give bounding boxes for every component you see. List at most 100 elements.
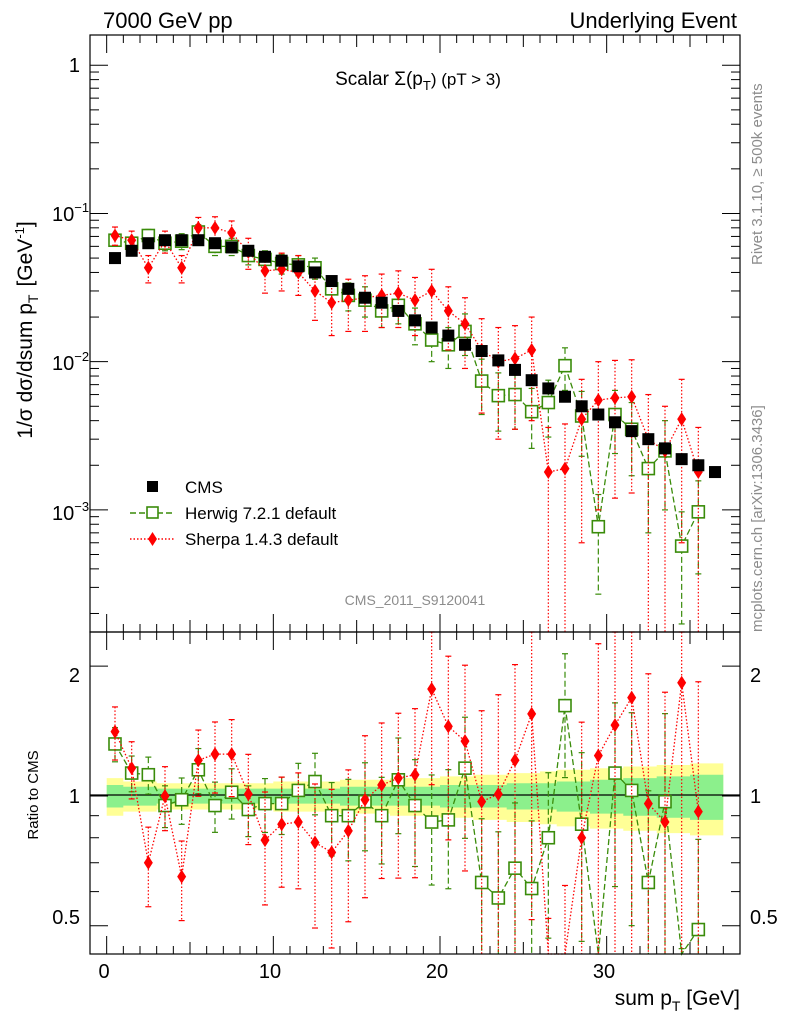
herwig-point (541, 395, 556, 410)
herwig-point (674, 539, 689, 553)
cms-point (109, 252, 121, 265)
sherpa-point (627, 389, 637, 404)
herwig-point (558, 358, 572, 373)
sherpa-point (427, 283, 437, 298)
ytick-label-0.1: 10−1 (52, 200, 89, 226)
cms-point (192, 234, 205, 247)
sherpa-ratio-point (610, 718, 620, 733)
cms-point (275, 254, 288, 267)
sherpa-point (593, 393, 603, 408)
cms-point (325, 275, 338, 288)
herwig-ratio-point (408, 798, 422, 813)
ytick-label-0.01: 10−2 (52, 349, 89, 375)
sherpa-ratio-point (660, 815, 670, 830)
sherpa-ratio-point (110, 724, 120, 739)
sherpa-ratio-point (393, 771, 403, 786)
xtick-label-20: 20 (426, 961, 448, 983)
legend-cms-label: CMS (185, 478, 223, 497)
sherpa-point (543, 465, 553, 480)
sherpa-point (610, 390, 620, 405)
sherpa-ratio-point (227, 747, 237, 762)
x-axis-label: sum pT [GeV] (615, 987, 740, 1014)
sherpa-ratio-point (477, 794, 487, 809)
sherpa-ratio-point (260, 833, 270, 848)
cms-point (542, 382, 555, 395)
cms-point (292, 260, 305, 273)
sherpa-point (460, 316, 470, 331)
main-axis-ticks (90, 35, 740, 632)
sherpa-line (114, 227, 699, 473)
cms-point (709, 466, 721, 479)
herwig-point (591, 519, 606, 534)
sherpa-ratio-point (493, 787, 503, 802)
sherpa-point (410, 293, 420, 308)
analysis-watermark: CMS_2011_S9120041 (345, 592, 486, 608)
sherpa-ratio-point (460, 734, 470, 749)
cms-point (125, 244, 138, 257)
sherpa-ratio-point (243, 787, 253, 802)
legend-herwig-label: Herwig 7.2.1 default (185, 504, 336, 523)
ratio-axis-ticks (90, 632, 740, 954)
cms-point (259, 250, 271, 263)
cms-point (375, 296, 388, 309)
sherpa-ratio-point (193, 753, 203, 768)
sherpa-ratio-point (160, 788, 170, 803)
sherpa-ratio-point (593, 748, 603, 763)
sherpa-ratio-point (293, 815, 303, 830)
herwig-ratio-point (308, 774, 322, 789)
sherpa-ratio-point (627, 690, 637, 705)
herwig-ratio-point (174, 792, 189, 807)
sherpa-point (677, 412, 687, 427)
sherpa-point (577, 412, 587, 427)
herwig-point (508, 387, 522, 402)
sherpa-point (210, 220, 220, 235)
cms-point (559, 390, 571, 403)
cms-point (159, 234, 171, 247)
xtick-label-10: 10 (259, 961, 281, 983)
herwig-ratio-point (691, 922, 706, 937)
herwig-ratio-point (441, 813, 456, 827)
cms-point (175, 234, 188, 247)
cms-point (509, 363, 521, 376)
sherpa-point (177, 260, 187, 275)
herwig-ratio-point (141, 767, 156, 782)
cms-point (359, 291, 371, 304)
ratio-ytick-label-2-left: 2 (69, 665, 80, 687)
herwig-ratio-point (208, 798, 222, 813)
header-right: Underlying Event (569, 8, 737, 33)
sherpa-point (343, 293, 353, 308)
ratio-panel-frame (89, 631, 741, 955)
main-series (108, 216, 721, 632)
sherpa-ratio-point (377, 778, 387, 793)
ratio-y-axis-label: Ratio to CMS (25, 750, 42, 839)
sherpa-ratio-point (410, 767, 420, 782)
sherpa-ratio-point (177, 869, 187, 884)
legend-cms-marker (147, 481, 158, 492)
y-axis-label: 1/σ dσ/dsum pT[GeV-1] (12, 221, 41, 438)
sherpa-ratio-point (443, 719, 453, 734)
herwig-ratio-point (541, 830, 556, 845)
cms-point (609, 416, 621, 429)
sherpa-ratio-point (210, 747, 220, 762)
cms-point (209, 237, 221, 250)
sherpa-point (527, 342, 537, 357)
cms-point (409, 314, 421, 327)
ratio-ytick-label-1-left: 1 (69, 786, 80, 808)
sherpa-point (443, 303, 453, 318)
sherpa-point (143, 260, 153, 275)
sherpa-point (393, 286, 403, 301)
sherpa-point (110, 228, 120, 243)
sherpa-ratio-point (310, 835, 320, 850)
cms-point (242, 244, 255, 257)
herwig-ratio-point (558, 698, 572, 713)
ratio-ytick-label-0.5-left: 0.5 (52, 907, 80, 929)
sherpa-point (127, 233, 137, 248)
cms-point (342, 282, 355, 295)
cms-point (425, 321, 438, 334)
sherpa-ratio-point (510, 753, 520, 768)
cms-point (625, 425, 638, 438)
sherpa-point (510, 351, 520, 366)
rivet-label: Rivet 3.1.10, ≥ 500k events (749, 83, 766, 265)
cms-point (459, 338, 471, 351)
legend: CMS Herwig 7.2.1 default Sherpa 1.4.3 de… (130, 478, 338, 549)
